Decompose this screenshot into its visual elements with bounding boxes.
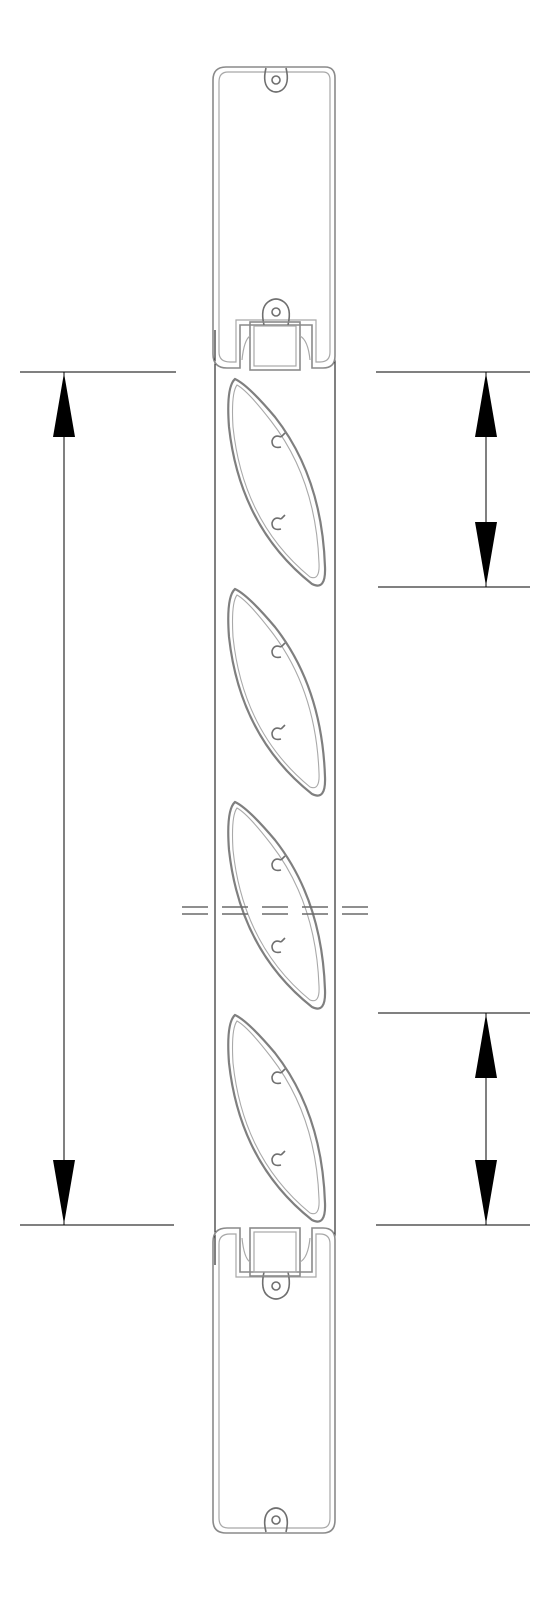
bottom-square-tube: [249, 1227, 301, 1277]
pitch-top-arrow-down-icon: [475, 522, 497, 586]
top-pitch-dimension: [376, 371, 530, 588]
blade-clip-icon: [271, 858, 282, 872]
top-frame-profile: [212, 66, 336, 371]
blade-clip-icon: [271, 645, 282, 659]
break-line-symbol: [182, 906, 368, 915]
blade-clip-icon: [271, 727, 282, 741]
bottom-clip-icon: [263, 1507, 289, 1533]
blade-clip-icon: [271, 435, 282, 449]
blade-clip-icon: [271, 1071, 282, 1085]
louvre-blade: [227, 1013, 327, 1223]
louvre-blade: [227, 377, 327, 587]
louvre-blades: [227, 377, 327, 1223]
overall-arrow-top-icon: [53, 373, 75, 437]
pitch-bottom-arrow-up-icon: [475, 1014, 497, 1078]
blade-clip-icon: [271, 1153, 282, 1167]
bottom-frame-profile: [212, 1227, 336, 1534]
blade-clip-icon: [271, 940, 282, 954]
bottom-pitch-dimension: [376, 1012, 530, 1226]
louvre-blade: [227, 800, 327, 1010]
overall-arrow-bottom-icon: [53, 1160, 75, 1224]
top-clip-icon: [263, 67, 289, 93]
top-square-tube: [249, 321, 301, 371]
overall-height-dimension: [20, 371, 176, 1226]
louvre-blade: [227, 587, 327, 797]
pitch-top-arrow-up-icon: [475, 373, 497, 437]
pitch-bottom-arrow-down-icon: [475, 1160, 497, 1224]
blade-clip-icon: [271, 517, 282, 531]
